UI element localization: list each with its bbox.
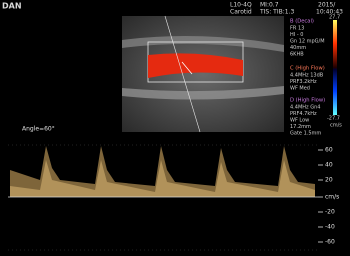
param-line: WF Med (290, 86, 310, 92)
param-line: HI - 0 (290, 32, 303, 38)
param-line: FR 13 (290, 26, 304, 32)
mi: MI:0.7 (260, 2, 279, 9)
param-line: Gate 1.5mm (290, 131, 321, 137)
param-line: 40mm (290, 45, 306, 51)
tis: TIS: TIB:1.3 (259, 9, 294, 16)
color-scale-min: -27.7 (327, 116, 340, 122)
color-scale-unit: cm/s (330, 123, 342, 129)
color-mode-title: C (High Flow) (290, 66, 325, 72)
patient-name: DAN (2, 2, 22, 11)
ultrasound-screen: DAN L10-4Q MI:0.7 Carotid TIS: TIB:1.3 2… (0, 0, 350, 256)
date: 2015/ (318, 2, 336, 9)
angle-label: Angle=60° (22, 126, 55, 133)
scale-label: 20 (325, 177, 333, 184)
scale-label: 40 (325, 162, 333, 169)
scale-label: -20 (325, 209, 335, 216)
color-scale-max: 27.7 (329, 15, 340, 21)
param-line: 6KHB (290, 52, 304, 58)
color-bar (333, 20, 337, 115)
param-line: PRF3.2kHz (290, 79, 317, 85)
param-line: PRF4.7kHz (290, 111, 317, 117)
scale-label: -40 (325, 224, 335, 231)
b-mode-image (122, 16, 284, 132)
probe: L10-4Q (230, 2, 252, 9)
scale-label: cm/s (325, 194, 339, 201)
preset: Carotid (230, 9, 252, 16)
param-line: Gn 12 mpG/M (290, 39, 325, 45)
scale-label: 60 (325, 147, 333, 154)
param-line: 17.2mm (290, 124, 311, 130)
param-line: WF Low (290, 118, 309, 124)
doppler-title: D (High Flow) (290, 98, 325, 104)
scale-label: -60 (325, 239, 335, 246)
page: {"header":{"patient":"DAN","probe":"L10-… (0, 0, 350, 256)
param-line: 4.4MHz 13dB (290, 73, 324, 79)
param-line: 4.4MHz Gn4 (290, 105, 320, 111)
b-mode-title: B (Decal) (290, 19, 314, 25)
